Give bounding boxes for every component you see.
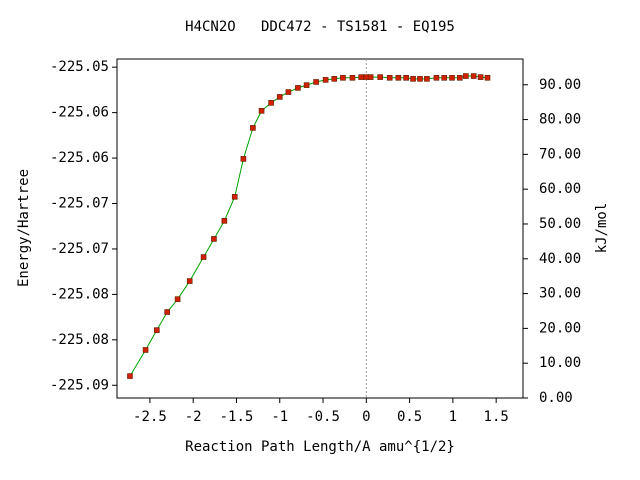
x-tick-label: -0.5: [306, 409, 340, 425]
y2-tick-label: 0.00: [539, 390, 573, 406]
y2-tick-label: 30.00: [539, 286, 581, 302]
data-point: [268, 100, 274, 106]
y-tick-label: -225.08: [50, 332, 109, 348]
data-line: [129, 75, 488, 377]
data-point: [231, 194, 238, 200]
data-point: [463, 73, 469, 79]
data-point: [331, 76, 338, 82]
data-point: [240, 156, 247, 162]
data-point: [164, 309, 171, 315]
y2-tick-label: 40.00: [539, 251, 581, 267]
data-point: [417, 76, 423, 82]
x-tick-label: 0: [362, 409, 370, 425]
data-point: [211, 236, 217, 242]
data-point: [313, 79, 319, 85]
data-point: [367, 74, 374, 80]
y-axis-label: Energy/Hartree: [16, 169, 32, 287]
y2-tick-label: 50.00: [539, 216, 581, 232]
chart-title: H4CN2O DDC472 - TS1581 - EQ195: [185, 19, 455, 35]
data-point: [424, 76, 430, 82]
y-tick-label: -225.05: [50, 59, 109, 75]
y2-tick-label: 20.00: [539, 320, 581, 336]
data-point: [410, 76, 416, 82]
data-point: [358, 74, 364, 80]
y2-tick-label: 60.00: [539, 181, 581, 197]
data-point: [186, 278, 193, 284]
x-tick-label: -1: [271, 409, 288, 425]
y-tick-label: -225.06: [50, 105, 109, 121]
x-axis-label: Reaction Path Length/A amu^{1/2}: [185, 439, 455, 455]
y-tick-label: -225.07: [50, 196, 109, 212]
y2-axis-label: kJ/mol: [594, 203, 610, 254]
y2-tick-label: 80.00: [539, 112, 581, 128]
y2-tick-label: 10.00: [539, 355, 581, 371]
data-point: [477, 74, 484, 80]
data-point: [200, 254, 207, 260]
data-point: [433, 74, 440, 81]
x-tick-label: -1.5: [220, 409, 254, 425]
data-point: [349, 74, 356, 81]
y-tick-label: -225.07: [50, 241, 109, 257]
x-tick-label: 0.5: [397, 409, 422, 425]
data-point: [127, 373, 133, 379]
x-tick-label: 1: [449, 409, 457, 425]
data-point: [449, 74, 455, 81]
data-point: [441, 74, 448, 81]
data-point: [303, 82, 310, 88]
data-point: [470, 73, 477, 79]
y2-tick-label: 70.00: [539, 146, 581, 162]
y-tick-label: -225.09: [50, 377, 109, 393]
data-point: [285, 89, 292, 95]
data-point: [340, 74, 346, 81]
x-tick-label: -2: [185, 409, 202, 425]
data-point: [250, 125, 256, 131]
data-point: [377, 74, 383, 80]
y2-tick-label: 90.00: [539, 77, 581, 93]
data-point: [142, 347, 149, 353]
data-point: [221, 218, 228, 224]
data-point: [295, 85, 301, 91]
data-point: [484, 74, 491, 81]
data-point: [403, 74, 409, 81]
y-tick-label: -225.06: [50, 150, 109, 166]
data-point: [395, 74, 402, 81]
data-point: [276, 94, 283, 100]
data-point: [386, 74, 393, 81]
data-point: [154, 327, 160, 333]
x-tick-label: 1.5: [484, 409, 509, 425]
x-tick-label: -2.5: [133, 409, 167, 425]
data-point: [174, 296, 181, 302]
data-point: [457, 74, 463, 81]
data-point: [258, 108, 265, 114]
y-tick-label: -225.08: [50, 286, 109, 302]
plot-frame: [116, 58, 524, 399]
data-point: [322, 77, 329, 83]
